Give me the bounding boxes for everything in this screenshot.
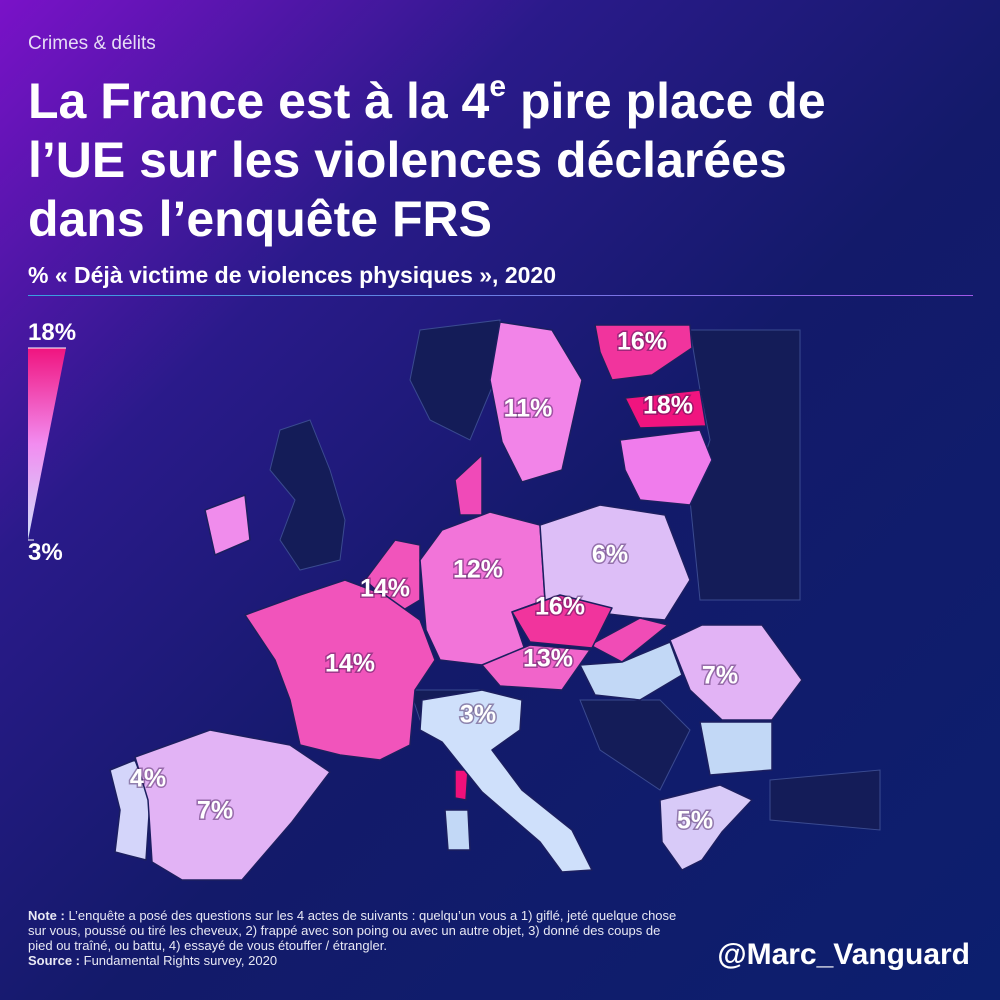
title: La France est à la 4e pire place de l’UE… xyxy=(28,72,826,249)
value-label: 14% xyxy=(325,650,375,678)
value-label: 16% xyxy=(535,593,585,621)
non-eu-land xyxy=(269,319,881,831)
value-label: 3% xyxy=(460,701,496,729)
divider xyxy=(28,295,973,296)
value-label: 5% xyxy=(677,807,713,835)
credit: @Marc_Vanguard xyxy=(717,938,970,971)
value-label: 4% xyxy=(130,765,166,793)
region xyxy=(419,511,546,666)
legend-scale xyxy=(28,348,66,540)
value-label: 6% xyxy=(592,541,628,569)
source-label: Source : xyxy=(28,953,81,968)
region xyxy=(669,624,803,721)
regions xyxy=(109,321,803,881)
region xyxy=(419,689,593,873)
value-label: 7% xyxy=(702,662,738,690)
region xyxy=(511,594,613,649)
region xyxy=(594,324,693,381)
value-label: 16% xyxy=(617,328,667,356)
title-text: dans l’enquête FRS xyxy=(28,191,492,247)
value-label: 12% xyxy=(453,556,503,584)
legend-min: 3% xyxy=(28,539,63,566)
region xyxy=(244,579,436,761)
unlabeled-eu xyxy=(204,429,773,851)
title-superscript: e xyxy=(489,70,507,103)
title-text: pire place de xyxy=(506,73,826,129)
region xyxy=(481,644,591,691)
region xyxy=(659,784,753,871)
value-label: 11% xyxy=(504,395,553,423)
value-label: 13% xyxy=(523,645,573,673)
value-labels: 16%18%11%14%12%6%16%13%14% 7%3%4%7% 5% xyxy=(128,326,739,836)
note-text: L’enquête a posé des questions sur les 4… xyxy=(28,908,677,953)
legend-max: 18% xyxy=(28,319,76,346)
region xyxy=(489,321,583,483)
subtitle: % « Déjà victime de violences physiques … xyxy=(28,262,556,288)
note: Note : L’enquête a posé des questions su… xyxy=(28,908,688,968)
title-text: l’UE sur les violences déclarées xyxy=(28,132,787,188)
value-label: 7% xyxy=(197,797,233,825)
kicker: Crimes & délits xyxy=(28,33,156,54)
region xyxy=(624,389,707,429)
region xyxy=(109,759,151,861)
title-text: La France est à la 4 xyxy=(28,73,490,129)
note-label: Note : xyxy=(28,908,65,923)
region xyxy=(134,729,331,881)
value-label: 14% xyxy=(360,575,410,603)
source-text: Fundamental Rights survey, 2020 xyxy=(83,953,278,968)
value-label: 18% xyxy=(643,392,693,420)
